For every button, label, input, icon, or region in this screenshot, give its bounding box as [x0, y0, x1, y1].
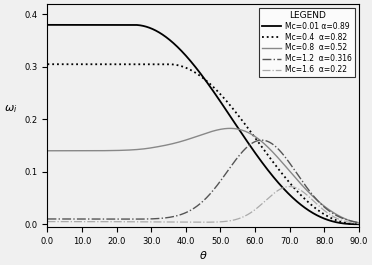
Mc=0.01 α=0.89 — [288, 194, 292, 197]
Mc=1.6  α=0.22 — [287, 185, 292, 188]
Y-axis label: $\omega_i$: $\omega_i$ — [4, 104, 17, 115]
Mc=1.6  α=0.22 — [259, 203, 264, 206]
Mc=1.6  α=0.22 — [288, 185, 293, 188]
Mc=0.01 α=0.89 — [45, 23, 50, 27]
Mc=0.8  α=0.52 — [294, 177, 298, 180]
Mc=1.6  α=0.22 — [45, 220, 50, 223]
Mc=0.4  α=0.82 — [45, 63, 50, 66]
Mc=1.6  α=0.22 — [171, 220, 176, 224]
Mc=1.6  α=0.22 — [77, 220, 81, 223]
X-axis label: θ: θ — [200, 251, 206, 261]
Mc=0.8  α=0.52 — [228, 127, 232, 130]
Mc=1.2  α=0.316 — [171, 215, 176, 218]
Mc=1.2  α=0.316 — [259, 139, 264, 142]
Mc=0.4  α=0.82 — [77, 63, 81, 66]
Mc=0.4  α=0.82 — [182, 66, 187, 69]
Mc=0.4  α=0.82 — [259, 145, 264, 148]
Mc=1.2  α=0.316 — [294, 171, 298, 174]
Mc=0.01 α=0.89 — [259, 160, 264, 163]
Mc=1.6  α=0.22 — [294, 186, 298, 189]
Mc=0.8  α=0.52 — [259, 140, 264, 143]
Line: Mc=0.8  α=0.52: Mc=0.8 α=0.52 — [48, 128, 359, 223]
Mc=0.4  α=0.82 — [294, 188, 298, 192]
Mc=0.8  α=0.52 — [77, 149, 81, 152]
Line: Mc=1.6  α=0.22: Mc=1.6 α=0.22 — [48, 187, 359, 224]
Mc=0.01 α=0.89 — [294, 199, 298, 202]
Mc=0.01 α=0.89 — [77, 23, 81, 27]
Mc=0.4  α=0.82 — [357, 223, 361, 226]
Mc=0.01 α=0.89 — [171, 42, 176, 45]
Mc=0.8  α=0.52 — [288, 171, 293, 174]
Mc=1.2  α=0.316 — [288, 163, 293, 166]
Mc=1.6  α=0.22 — [182, 220, 187, 224]
Line: Mc=0.01 α=0.89: Mc=0.01 α=0.89 — [48, 25, 359, 224]
Mc=0.01 α=0.89 — [182, 53, 187, 56]
Mc=1.6  α=0.22 — [357, 222, 361, 225]
Legend: Mc=0.01 α=0.89, Mc=0.4  α=0.82, Mc=0.8  α=0.52, Mc=1.2  α=0.316, Mc=1.6  α=0.22: Mc=0.01 α=0.89, Mc=0.4 α=0.82, Mc=0.8 α=… — [259, 8, 355, 77]
Mc=0.4  α=0.82 — [288, 182, 292, 185]
Mc=0.8  α=0.52 — [45, 149, 50, 152]
Mc=1.2  α=0.316 — [357, 221, 361, 224]
Mc=0.4  α=0.82 — [171, 63, 176, 66]
Mc=0.01 α=0.89 — [357, 223, 361, 226]
Mc=1.2  α=0.316 — [182, 211, 187, 215]
Mc=0.8  α=0.52 — [182, 139, 187, 142]
Mc=1.2  α=0.316 — [259, 139, 264, 142]
Mc=0.8  α=0.52 — [171, 142, 176, 145]
Mc=1.2  α=0.316 — [45, 217, 50, 220]
Mc=0.8  α=0.52 — [357, 221, 361, 224]
Line: Mc=0.4  α=0.82: Mc=0.4 α=0.82 — [48, 64, 359, 224]
Mc=1.2  α=0.316 — [77, 217, 81, 220]
Line: Mc=1.2  α=0.316: Mc=1.2 α=0.316 — [48, 140, 359, 223]
